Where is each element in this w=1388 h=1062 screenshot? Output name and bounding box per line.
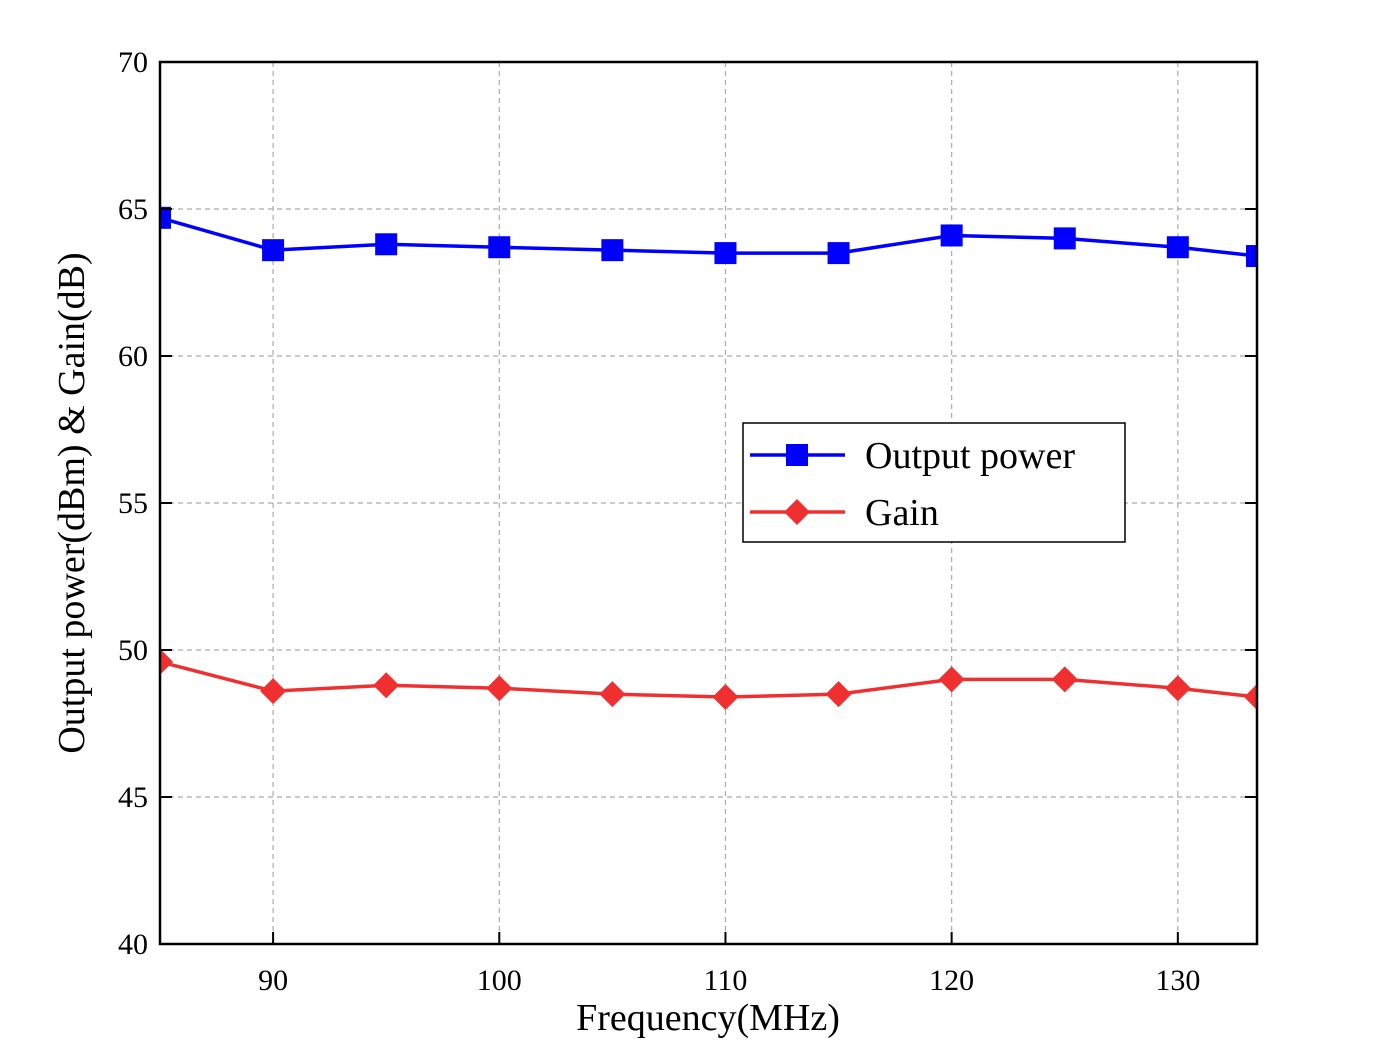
marker [1246, 245, 1257, 268]
marker [940, 224, 963, 247]
marker [160, 648, 173, 675]
series-line [160, 216, 1257, 258]
marker [488, 236, 511, 259]
marker [1244, 684, 1257, 711]
legend-label: Output power [865, 435, 1075, 477]
legend-label: Gain [865, 492, 939, 534]
marker [1053, 227, 1076, 250]
marker [784, 499, 810, 525]
marker [160, 206, 171, 229]
x-axis-label: Frequency(MHz) [576, 997, 840, 1039]
marker [262, 239, 285, 262]
marker [825, 681, 852, 708]
marker [712, 684, 739, 711]
x-tick-label: 110 [704, 964, 748, 997]
marker [1051, 666, 1078, 693]
y-axis-label: Output power(dBm) & Gain(dB) [51, 252, 93, 753]
y-tick-label: 50 [118, 634, 148, 667]
marker [786, 444, 808, 466]
y-tick-label: 40 [118, 928, 148, 961]
x-tick-label: 100 [477, 964, 522, 997]
y-tick-label: 70 [118, 46, 148, 79]
marker [260, 678, 287, 705]
marker [1164, 675, 1191, 702]
x-tick-label: 130 [1155, 964, 1200, 997]
marker [373, 672, 400, 699]
marker [714, 242, 737, 265]
marker [1166, 236, 1189, 259]
marker [827, 242, 850, 265]
series-line [160, 660, 1257, 699]
legend-box [742, 422, 1126, 543]
marker [601, 239, 624, 262]
y-tick-label: 60 [118, 340, 148, 373]
marker [599, 681, 626, 708]
x-tick-label: 90 [258, 964, 288, 997]
y-tick-label: 65 [118, 193, 148, 226]
y-tick-label: 45 [118, 781, 148, 814]
marker [938, 666, 965, 693]
y-tick-label: 55 [118, 487, 148, 520]
x-tick-label: 120 [929, 964, 974, 997]
marker [375, 233, 398, 256]
marker [486, 675, 513, 702]
